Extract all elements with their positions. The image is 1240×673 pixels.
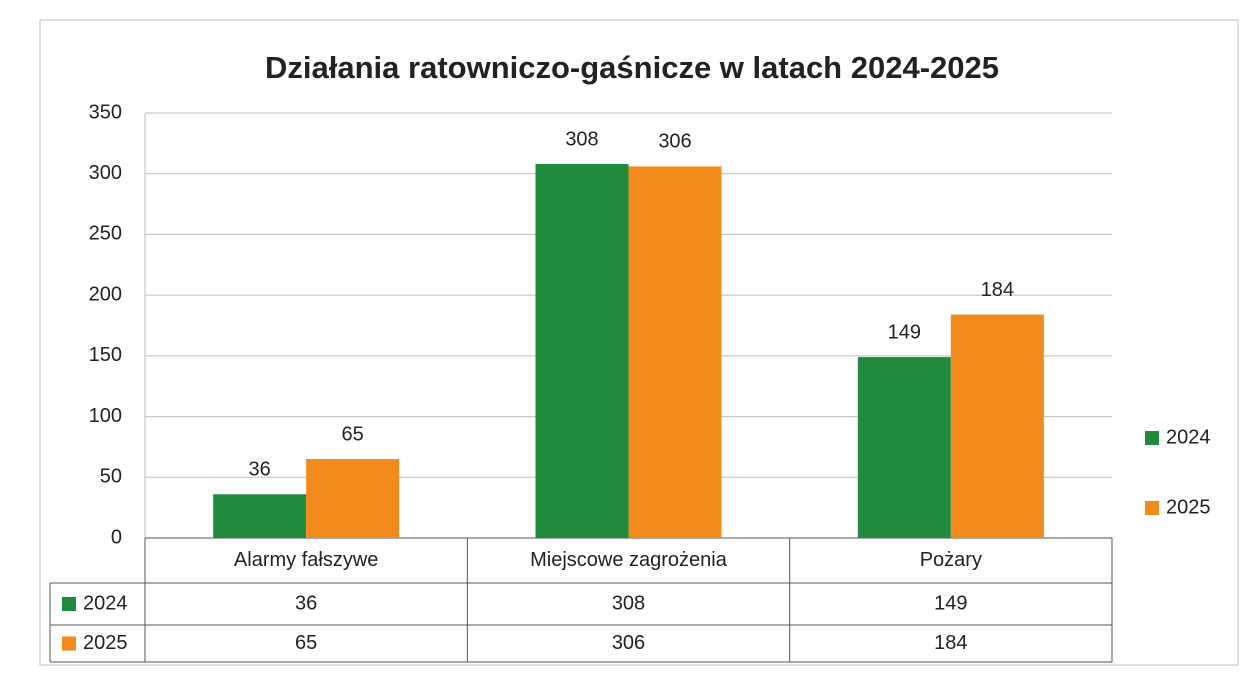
- y-tick-label: 0: [111, 526, 122, 548]
- table-cell: 36: [295, 592, 317, 614]
- y-tick-label: 300: [89, 162, 122, 184]
- y-tick-label: 150: [89, 344, 122, 366]
- table-cell: 308: [612, 592, 645, 614]
- data-label: 306: [658, 131, 691, 153]
- table-legend-key: [62, 636, 76, 651]
- table-legend-label: 2025: [83, 632, 128, 654]
- bar: [857, 357, 951, 538]
- chart-title: Działania ratowniczo-gaśnicze w latach 2…: [265, 50, 999, 85]
- y-tick-label: 250: [89, 223, 122, 245]
- x-tick-label: Alarmy fałszywe: [234, 549, 378, 571]
- bar: [628, 166, 722, 538]
- y-tick-label: 200: [89, 283, 122, 305]
- data-label: 36: [249, 459, 271, 481]
- bar: [950, 314, 1044, 538]
- y-tick-label: 350: [89, 101, 122, 123]
- data-label: 308: [565, 128, 598, 150]
- table-legend-key: [62, 597, 76, 611]
- legend-label: 2024: [1166, 426, 1211, 448]
- data-label: 184: [981, 279, 1014, 301]
- legend-key: [1145, 431, 1159, 445]
- x-tick-label: Pożary: [920, 549, 982, 571]
- x-tick-label: Miejscowe zagrożenia: [530, 549, 728, 571]
- table-cell: 65: [295, 632, 317, 654]
- bar: [306, 459, 400, 538]
- y-tick-label: 100: [89, 405, 122, 427]
- table-cell: 184: [934, 632, 967, 654]
- table-legend-label: 2024: [83, 592, 128, 614]
- legend-key: [1145, 501, 1159, 515]
- data-label: 65: [342, 423, 364, 445]
- bar: [535, 164, 629, 538]
- table-cell: 149: [934, 592, 967, 614]
- bar: [213, 494, 307, 538]
- data-label: 149: [888, 321, 921, 343]
- y-tick-label: 50: [100, 466, 122, 488]
- legend-label: 2025: [1166, 496, 1211, 518]
- table-cell: 306: [612, 632, 645, 654]
